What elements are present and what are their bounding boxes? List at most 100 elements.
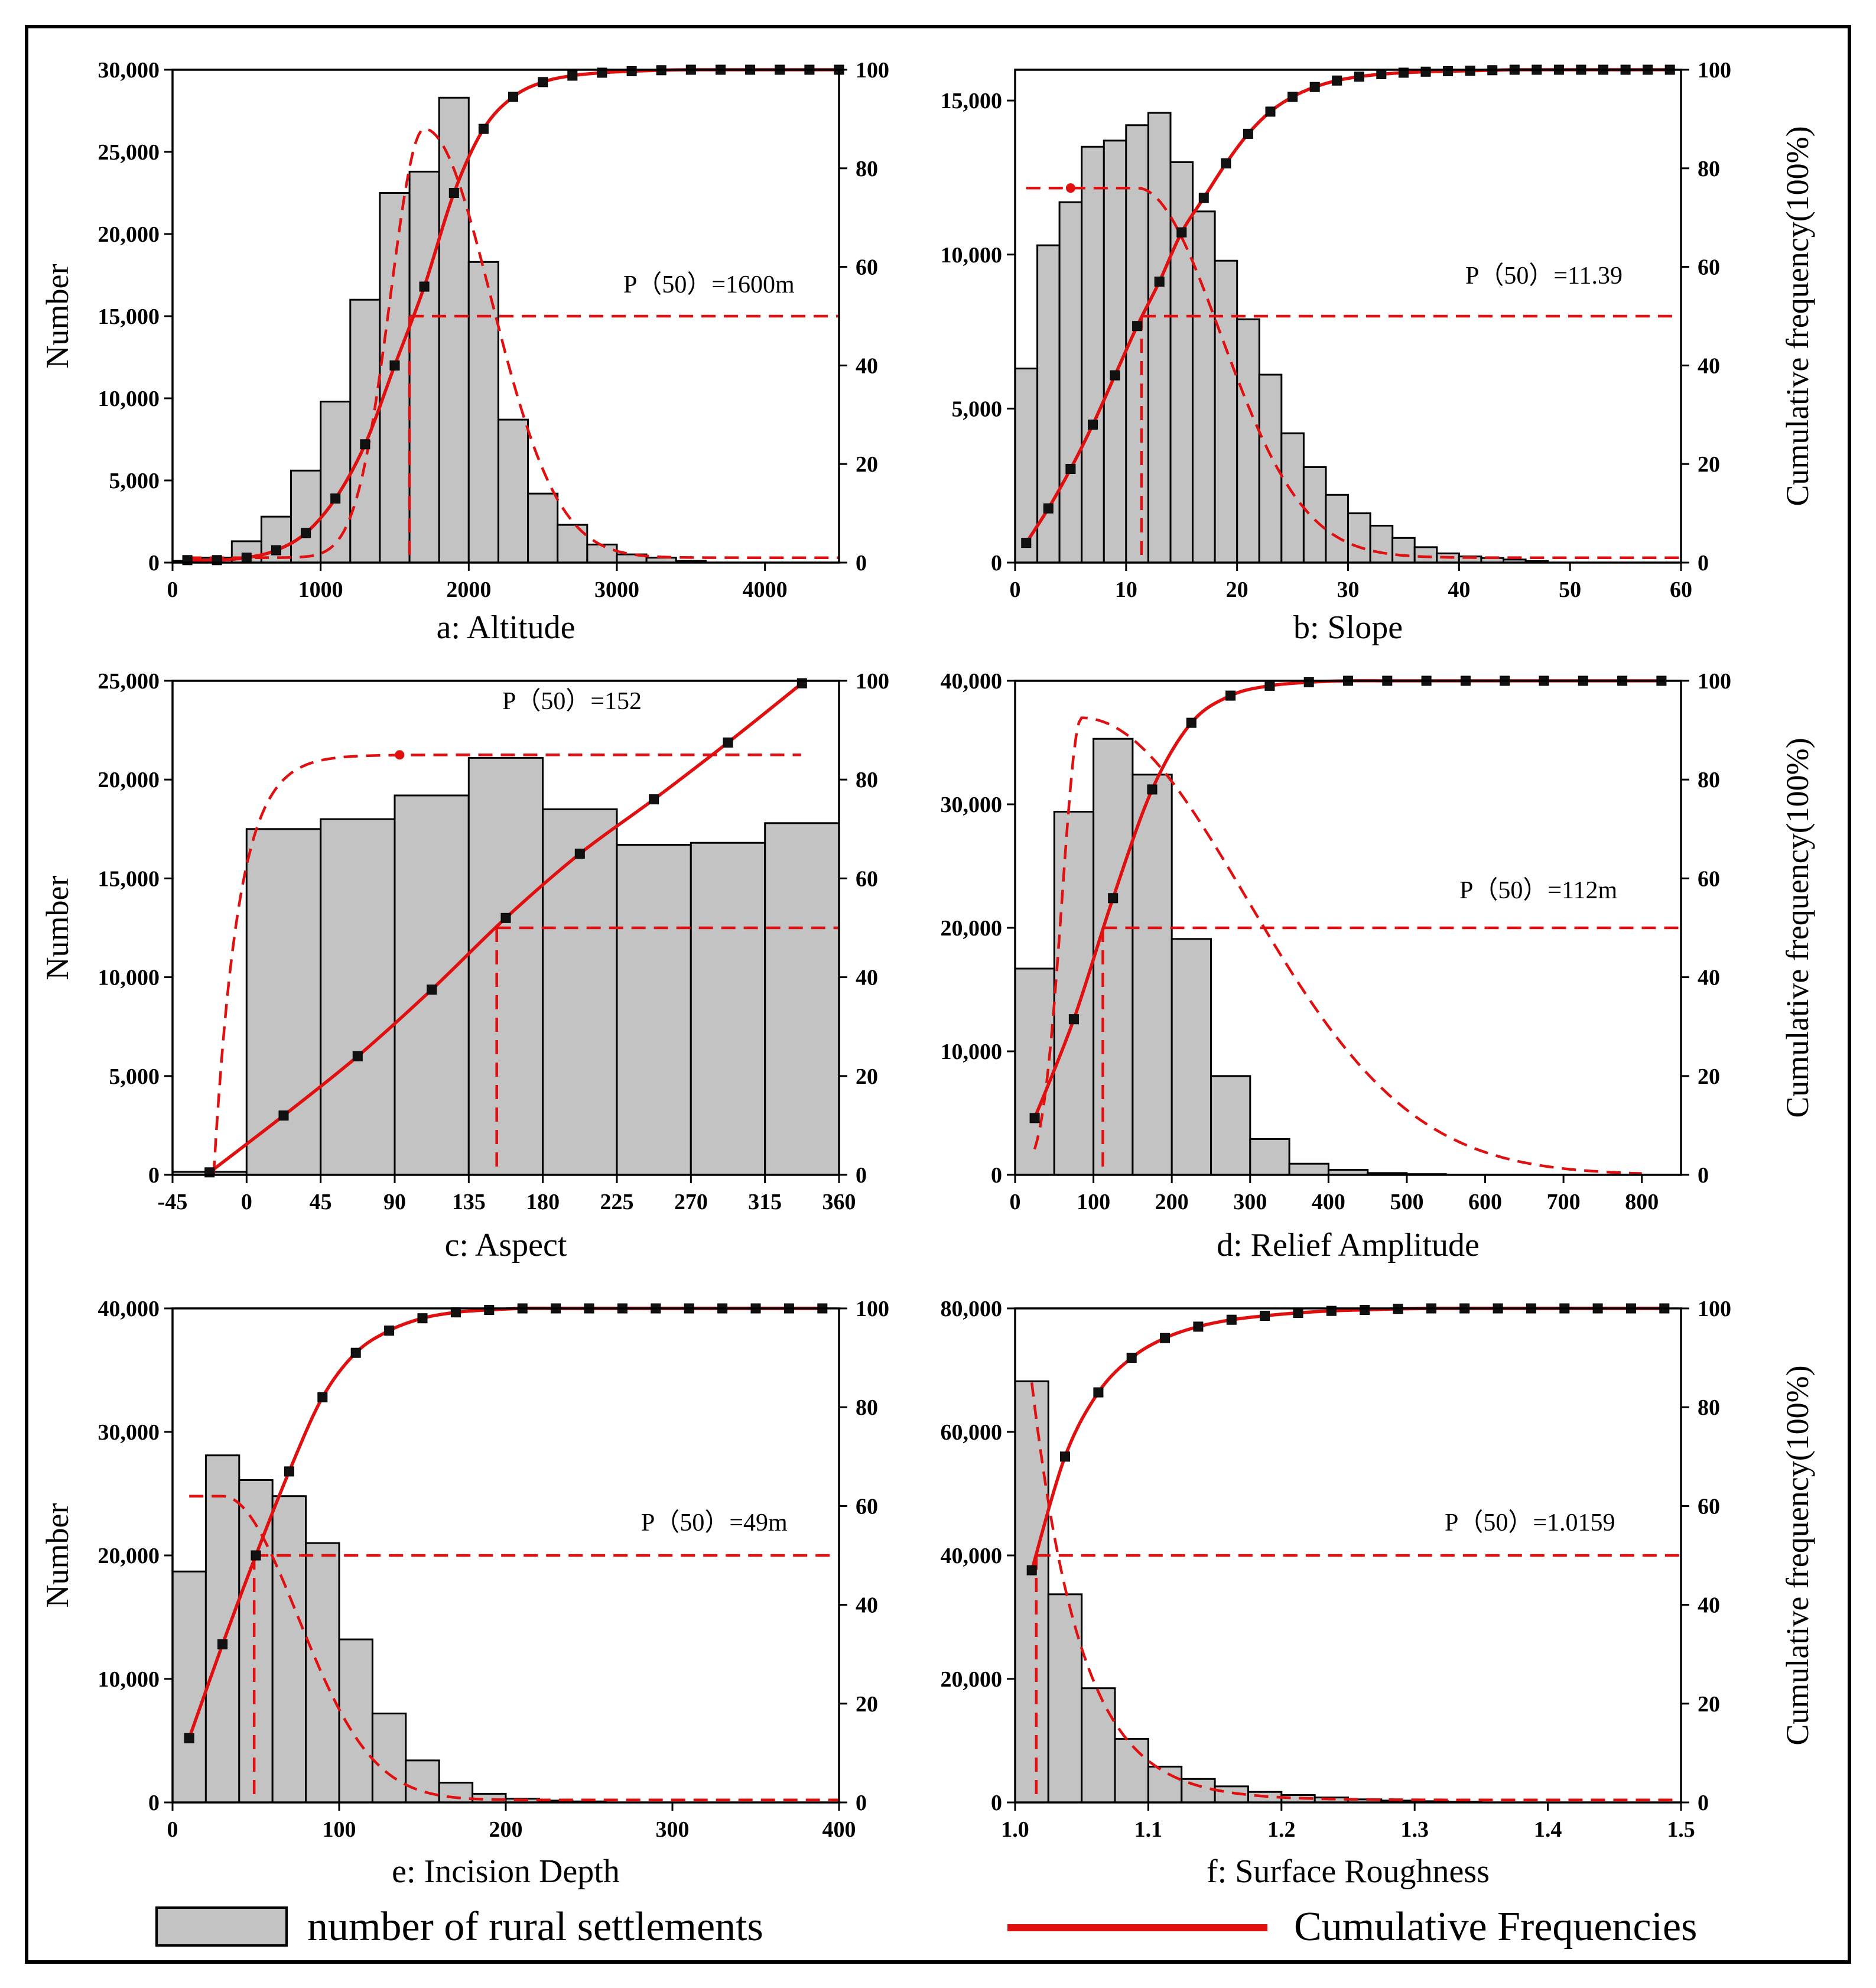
y2-tick-label: 60 <box>1698 255 1720 280</box>
y-tick-label: 0 <box>148 1791 160 1815</box>
histogram-bars <box>1014 112 1549 564</box>
legend: number of rural settlements Cumulative F… <box>155 1904 1697 1950</box>
chart-panel-b: 0 10 20 30 40 50 6005,00010,00015,000020406080… <box>941 58 1816 646</box>
cumulative-point <box>317 1392 328 1402</box>
histogram-bar <box>260 515 292 564</box>
histogram-bar <box>527 492 559 564</box>
x-tick-label: 30 <box>1337 577 1360 602</box>
x-tick-label: 3000 <box>594 577 639 602</box>
cumulative-point <box>330 493 341 504</box>
histogram-bar <box>467 756 544 1176</box>
cumulative-point <box>1309 82 1320 92</box>
histogram-bar <box>371 1713 407 1804</box>
legend-bars-label: number of rural settlements <box>307 1904 763 1950</box>
x-tick-label: -45 <box>158 1190 188 1214</box>
y-tick-label: 20,000 <box>941 1667 1003 1692</box>
y-tick-label: 0 <box>991 551 1002 576</box>
x-tick-label: 135 <box>452 1190 486 1214</box>
fit-peak-dot <box>395 750 405 760</box>
p50-annotation: P（50）=11.39 <box>1465 262 1623 290</box>
histogram-bar <box>405 1759 440 1804</box>
histogram-bar <box>1192 210 1216 564</box>
histogram-bar <box>1047 1593 1083 1804</box>
histogram-bar <box>1036 244 1061 564</box>
y2-axis-title: Cumulative frequency(100%) <box>1780 126 1815 506</box>
y2-tick-label: 20 <box>856 1064 878 1089</box>
y2-tick-label: 40 <box>1698 353 1720 378</box>
y2-tick-label: 20 <box>1698 1064 1720 1089</box>
fitted-distribution-curve <box>1030 1382 1681 1802</box>
cumulative-point <box>1060 1451 1070 1462</box>
fitted-distribution-curve <box>189 1495 839 1802</box>
cumulative-point <box>1264 680 1275 691</box>
p50-annotation: P（50）=112m <box>1459 877 1617 904</box>
histogram-bar <box>1236 318 1260 564</box>
histogram-bar <box>379 192 411 564</box>
x-tick-label: 10 <box>1115 577 1137 602</box>
y-tick-label: 10,000 <box>98 966 160 990</box>
cumulative-point <box>508 92 518 102</box>
x-tick-label: 20 <box>1226 577 1249 602</box>
y2-tick-label: 0 <box>856 1163 867 1188</box>
x-tick-label: 1.0 <box>1001 1817 1029 1842</box>
fitted-distribution-curve <box>1026 186 1681 559</box>
histogram-bar <box>1132 774 1173 1176</box>
cumulative-point <box>478 124 489 134</box>
cumulative-point <box>448 188 459 198</box>
histogram-bar <box>1214 259 1238 564</box>
x-tick-label: 300 <box>656 1817 690 1842</box>
y-tick-label: 60,000 <box>941 1420 1003 1445</box>
y-tick-label: 5,000 <box>952 397 1003 421</box>
histogram-bar <box>1147 1765 1183 1804</box>
histogram-bar <box>1391 537 1416 564</box>
cumulative-point <box>1043 503 1054 514</box>
y2-tick-label: 100 <box>1698 669 1731 694</box>
x-axis-title: a: Altitude <box>437 609 576 646</box>
histogram-bar <box>1081 145 1105 564</box>
y2-tick-label: 60 <box>856 866 878 891</box>
cumulative-point <box>350 1347 361 1358</box>
cumulative-point <box>484 1305 495 1315</box>
x-tick-label: 50 <box>1559 577 1581 602</box>
histogram-bar <box>320 818 396 1176</box>
cumulative-point <box>427 985 437 995</box>
y-tick-label: 0 <box>148 1163 160 1188</box>
cumulative-point <box>419 281 430 292</box>
x-tick-label: 200 <box>1155 1190 1189 1214</box>
figure-frame <box>25 25 1851 1964</box>
cumulative-point <box>284 1466 294 1477</box>
x-axis-title: f: Surface Roughness <box>1207 1853 1490 1890</box>
chart-panel-d: 0 100 200 300 400 500 600 700 800010,00020,00030… <box>941 669 1816 1263</box>
cumulative-point <box>360 439 370 450</box>
x-tick-label: 1.4 <box>1534 1817 1562 1842</box>
cumulative-point <box>384 1326 395 1336</box>
chart-panel-c: -45 0 45 90 135 180 225 270 315 36005,00010,00015… <box>40 669 889 1263</box>
y-tick-label: 25,000 <box>98 140 160 165</box>
histogram-bar <box>305 1542 340 1804</box>
x-tick-label: 270 <box>674 1190 708 1214</box>
y2-tick-label: 0 <box>856 551 867 576</box>
y-tick-label: 20,000 <box>98 768 160 792</box>
y2-tick-label: 60 <box>856 1494 878 1519</box>
y2-tick-label: 0 <box>856 1791 867 1815</box>
p50-annotation: P（50）=1600m <box>623 271 795 298</box>
x-tick-label: 600 <box>1468 1190 1502 1214</box>
histogram-bar <box>1288 1162 1329 1176</box>
fitted-distribution-curve <box>187 127 839 559</box>
cumulative-point <box>417 1313 428 1324</box>
cumulative-point <box>241 553 252 563</box>
y-tick-label: 15,000 <box>98 304 160 329</box>
x-tick-label: 45 <box>310 1190 332 1214</box>
x-tick-label: 500 <box>1390 1190 1423 1214</box>
x-tick-label: 100 <box>1077 1190 1110 1214</box>
cumulative-point <box>1126 1353 1137 1363</box>
y2-tick-label: 80 <box>1698 1395 1720 1420</box>
cumulative-point <box>251 1550 261 1561</box>
y2-tick-label: 100 <box>1698 1297 1731 1321</box>
histogram-bar <box>1103 139 1127 564</box>
y-tick-label: 20,000 <box>941 916 1003 941</box>
cumulative-point <box>1420 66 1431 77</box>
histogram-bar <box>1125 124 1149 564</box>
histogram-bar <box>438 1782 474 1804</box>
histogram-bar <box>1093 738 1134 1176</box>
